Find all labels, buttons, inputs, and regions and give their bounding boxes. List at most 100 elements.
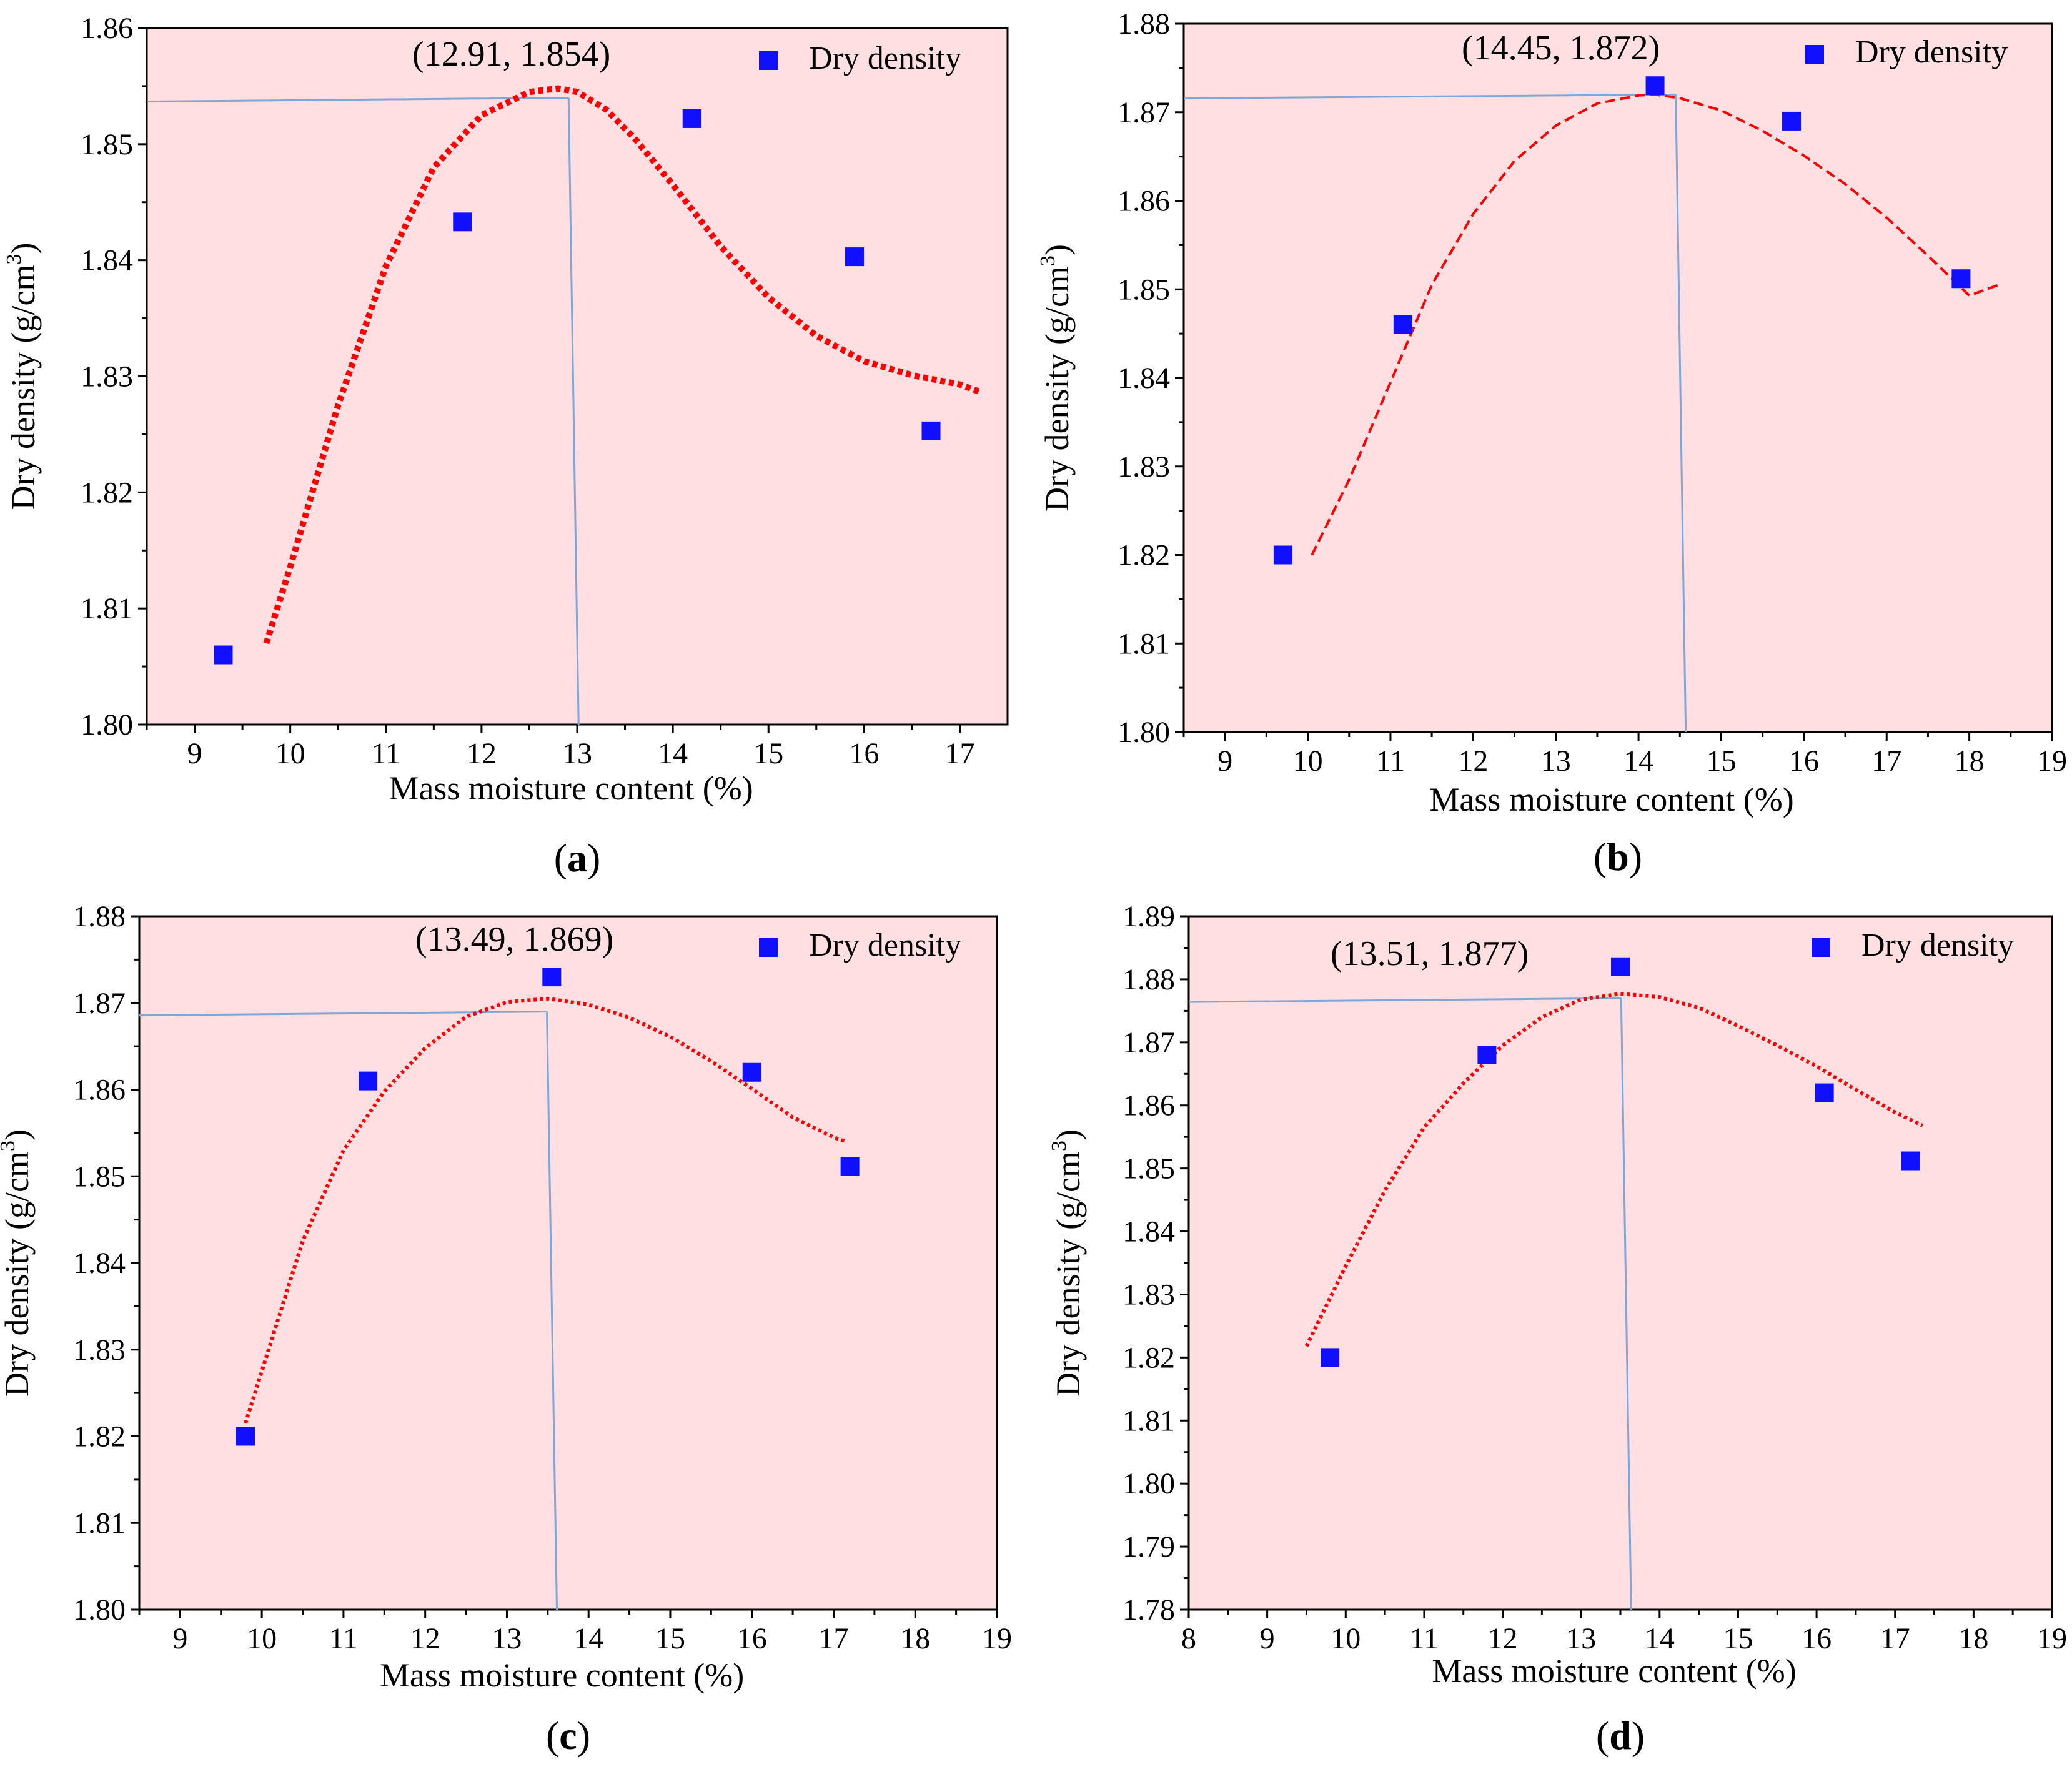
data-point: [742, 1062, 761, 1082]
fit-curve: [1304, 992, 1924, 1347]
x-tick-label: 14: [573, 1622, 603, 1655]
y-tick-label: 1.84: [73, 1247, 126, 1280]
optimum-guide-horizontal: [146, 97, 569, 102]
data-point: [1611, 957, 1630, 976]
data-point: [1321, 1348, 1340, 1367]
optimum-guide-vertical: [567, 97, 580, 725]
legend-label: Dry density: [809, 928, 961, 963]
y-axis-title: Dry density (g/cm3): [1036, 244, 1076, 512]
x-axis-title: Mass moisture content (%): [1429, 781, 1793, 818]
optimum-annotation: (13.51, 1.877): [1331, 934, 1529, 973]
y-tick-label: 1.87: [73, 987, 126, 1020]
y-tick-label: 1.89: [1123, 900, 1175, 933]
panel-label: (b): [1594, 834, 1642, 879]
legend-marker: [1812, 938, 1830, 957]
x-tick-label: 14: [1645, 1622, 1675, 1655]
x-tick-label: 15: [655, 1622, 685, 1655]
y-tick-label: 1.86: [1123, 1089, 1175, 1122]
x-tick-label: 12: [467, 737, 497, 770]
x-tick-label: 13: [1541, 745, 1571, 778]
optimum-annotation: (13.49, 1.869): [415, 920, 613, 959]
x-tick-label: 10: [275, 737, 305, 770]
y-axis-title: Dry density (g/cm3): [0, 1129, 36, 1397]
data-point: [1901, 1151, 1920, 1171]
x-tick-label: 10: [1331, 1622, 1361, 1655]
x-tick-label: 9: [1217, 745, 1232, 778]
x-tick-label: 16: [737, 1622, 767, 1655]
plot-area: [1182, 22, 2053, 733]
y-tick-label: 1.81: [73, 1507, 126, 1540]
data-point: [1645, 76, 1665, 96]
x-tick-label: 19: [2037, 1622, 2067, 1655]
x-tick-label: 18: [1955, 745, 1985, 778]
x-tick-label: 16: [849, 737, 879, 770]
y-tick-label: 1.82: [1123, 1341, 1175, 1374]
legend-marker: [759, 51, 778, 70]
y-axis-title: Dry density (g/cm3): [1048, 1129, 1087, 1397]
optimum-guide-horizontal: [139, 1011, 547, 1017]
data-point: [1273, 545, 1292, 565]
x-tick-label: 18: [1958, 1622, 1988, 1655]
x-tick-label: 11: [329, 1622, 358, 1655]
y-tick-label: 1.88: [1118, 7, 1170, 41]
x-tick-label: 12: [1458, 745, 1488, 778]
y-tick-label: 1.81: [1123, 1404, 1175, 1437]
x-tick-label: 14: [1623, 745, 1653, 778]
x-tick-label: 8: [1181, 1622, 1196, 1655]
optimum-guide-horizontal: [1188, 997, 1622, 1003]
y-tick-label: 1.83: [73, 1334, 126, 1367]
y-tick-label: 1.87: [1123, 1026, 1175, 1059]
y-tick-label: 1.84: [1123, 1215, 1175, 1249]
x-tick-label: 19: [982, 1622, 1012, 1655]
data-point: [359, 1071, 378, 1091]
x-tick-label: 15: [753, 737, 783, 770]
optimum-annotation: (14.45, 1.872): [1462, 29, 1660, 67]
optimum-guide-vertical: [1675, 94, 1687, 733]
y-tick-label: 1.85: [73, 1160, 126, 1193]
data-point: [1477, 1046, 1497, 1064]
x-tick-label: 12: [1488, 1622, 1518, 1655]
y-tick-label: 1.88: [73, 900, 126, 933]
y-tick-label: 1.86: [81, 12, 133, 45]
chart-panel-b: 9 10 11 12 13 14 15 16 17 18 19 1.80 1.81 1.82 1.83 1.8…: [1036, 7, 2067, 879]
chart-panel-c: 9 10 11 12 13 14 15 16 17 18 19 1.80 1.81 1.82 1.83 1.8…: [0, 900, 1012, 1758]
x-tick-label: 10: [1293, 745, 1323, 778]
x-tick-label: 11: [1410, 1622, 1439, 1655]
y-tick-label: 1.80: [1123, 1467, 1175, 1500]
y-tick-label: 1.81: [81, 592, 133, 625]
optimum-annotation: (12.91, 1.854): [412, 35, 610, 74]
y-tick-label: 1.86: [1118, 185, 1170, 218]
y-tick-label: 1.80: [81, 708, 133, 741]
y-tick-label: 1.78: [1123, 1593, 1175, 1626]
panel-label: (c): [546, 1713, 590, 1758]
data-point: [542, 968, 562, 987]
x-tick-label: 19: [2037, 745, 2067, 778]
x-tick-label: 15: [1706, 745, 1736, 778]
optimum-guide-vertical: [1620, 998, 1632, 1610]
x-tick-label: 17: [1880, 1622, 1910, 1655]
x-tick-label: 11: [372, 737, 400, 770]
y-tick-label: 1.82: [81, 476, 133, 509]
legend-label: Dry density: [809, 41, 961, 76]
data-point: [682, 109, 701, 128]
y-tick-label: 1.79: [1123, 1530, 1175, 1563]
optimum-guide-horizontal: [1183, 93, 1676, 99]
optimum-guide-vertical: [546, 1011, 558, 1610]
plot-area: [1187, 915, 2053, 1611]
x-tick-label: 12: [410, 1622, 440, 1655]
data-point: [1815, 1083, 1834, 1102]
data-point: [1951, 269, 1971, 289]
x-tick-label: 15: [1723, 1622, 1753, 1655]
data-point: [840, 1157, 860, 1176]
panel-label: (a): [554, 836, 601, 880]
legend-marker: [759, 938, 778, 957]
y-axis-title: Dry density (g/cm3): [2, 243, 42, 510]
data-point: [235, 1427, 255, 1446]
y-tick-label: 1.82: [1118, 539, 1170, 572]
x-tick-label: 10: [247, 1622, 277, 1655]
x-tick-label: 16: [1789, 745, 1819, 778]
y-tick-label: 1.84: [81, 244, 133, 277]
x-tick-label: 13: [1566, 1622, 1596, 1655]
data-point: [921, 421, 941, 440]
